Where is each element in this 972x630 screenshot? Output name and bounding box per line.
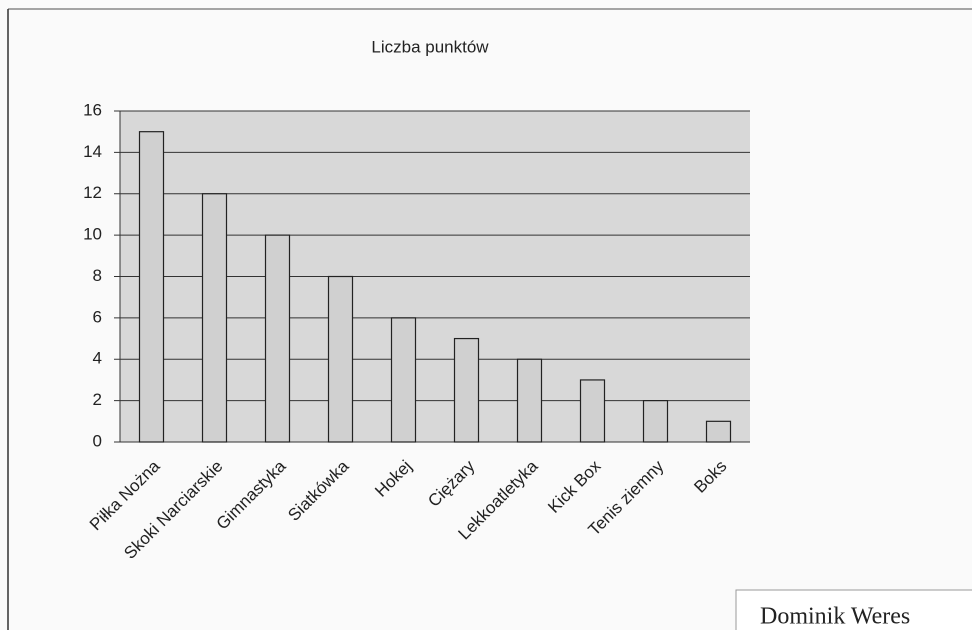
bar bbox=[327, 275, 354, 443]
y-tick-label: 2 bbox=[93, 390, 102, 409]
bar bbox=[201, 193, 228, 443]
y-tick-label: 14 bbox=[83, 142, 102, 161]
y-tick-label: 4 bbox=[93, 349, 102, 368]
bar bbox=[516, 358, 543, 443]
bar bbox=[264, 234, 291, 443]
y-tick-label: 16 bbox=[83, 100, 102, 119]
y-tick-label: 10 bbox=[83, 225, 102, 244]
bar bbox=[705, 420, 732, 443]
y-tick-label: 8 bbox=[93, 266, 102, 285]
y-tick-label: 12 bbox=[83, 183, 102, 202]
y-tick-label: 6 bbox=[93, 307, 102, 326]
y-tick-label: 0 bbox=[93, 431, 102, 450]
bar bbox=[642, 400, 669, 443]
bar bbox=[390, 317, 417, 443]
bar bbox=[579, 379, 606, 443]
author-box bbox=[735, 589, 972, 630]
bar bbox=[138, 131, 165, 443]
author: Dominik Weres bbox=[760, 604, 910, 630]
chart-title: Liczba punktów bbox=[371, 37, 489, 56]
bar bbox=[453, 337, 480, 443]
